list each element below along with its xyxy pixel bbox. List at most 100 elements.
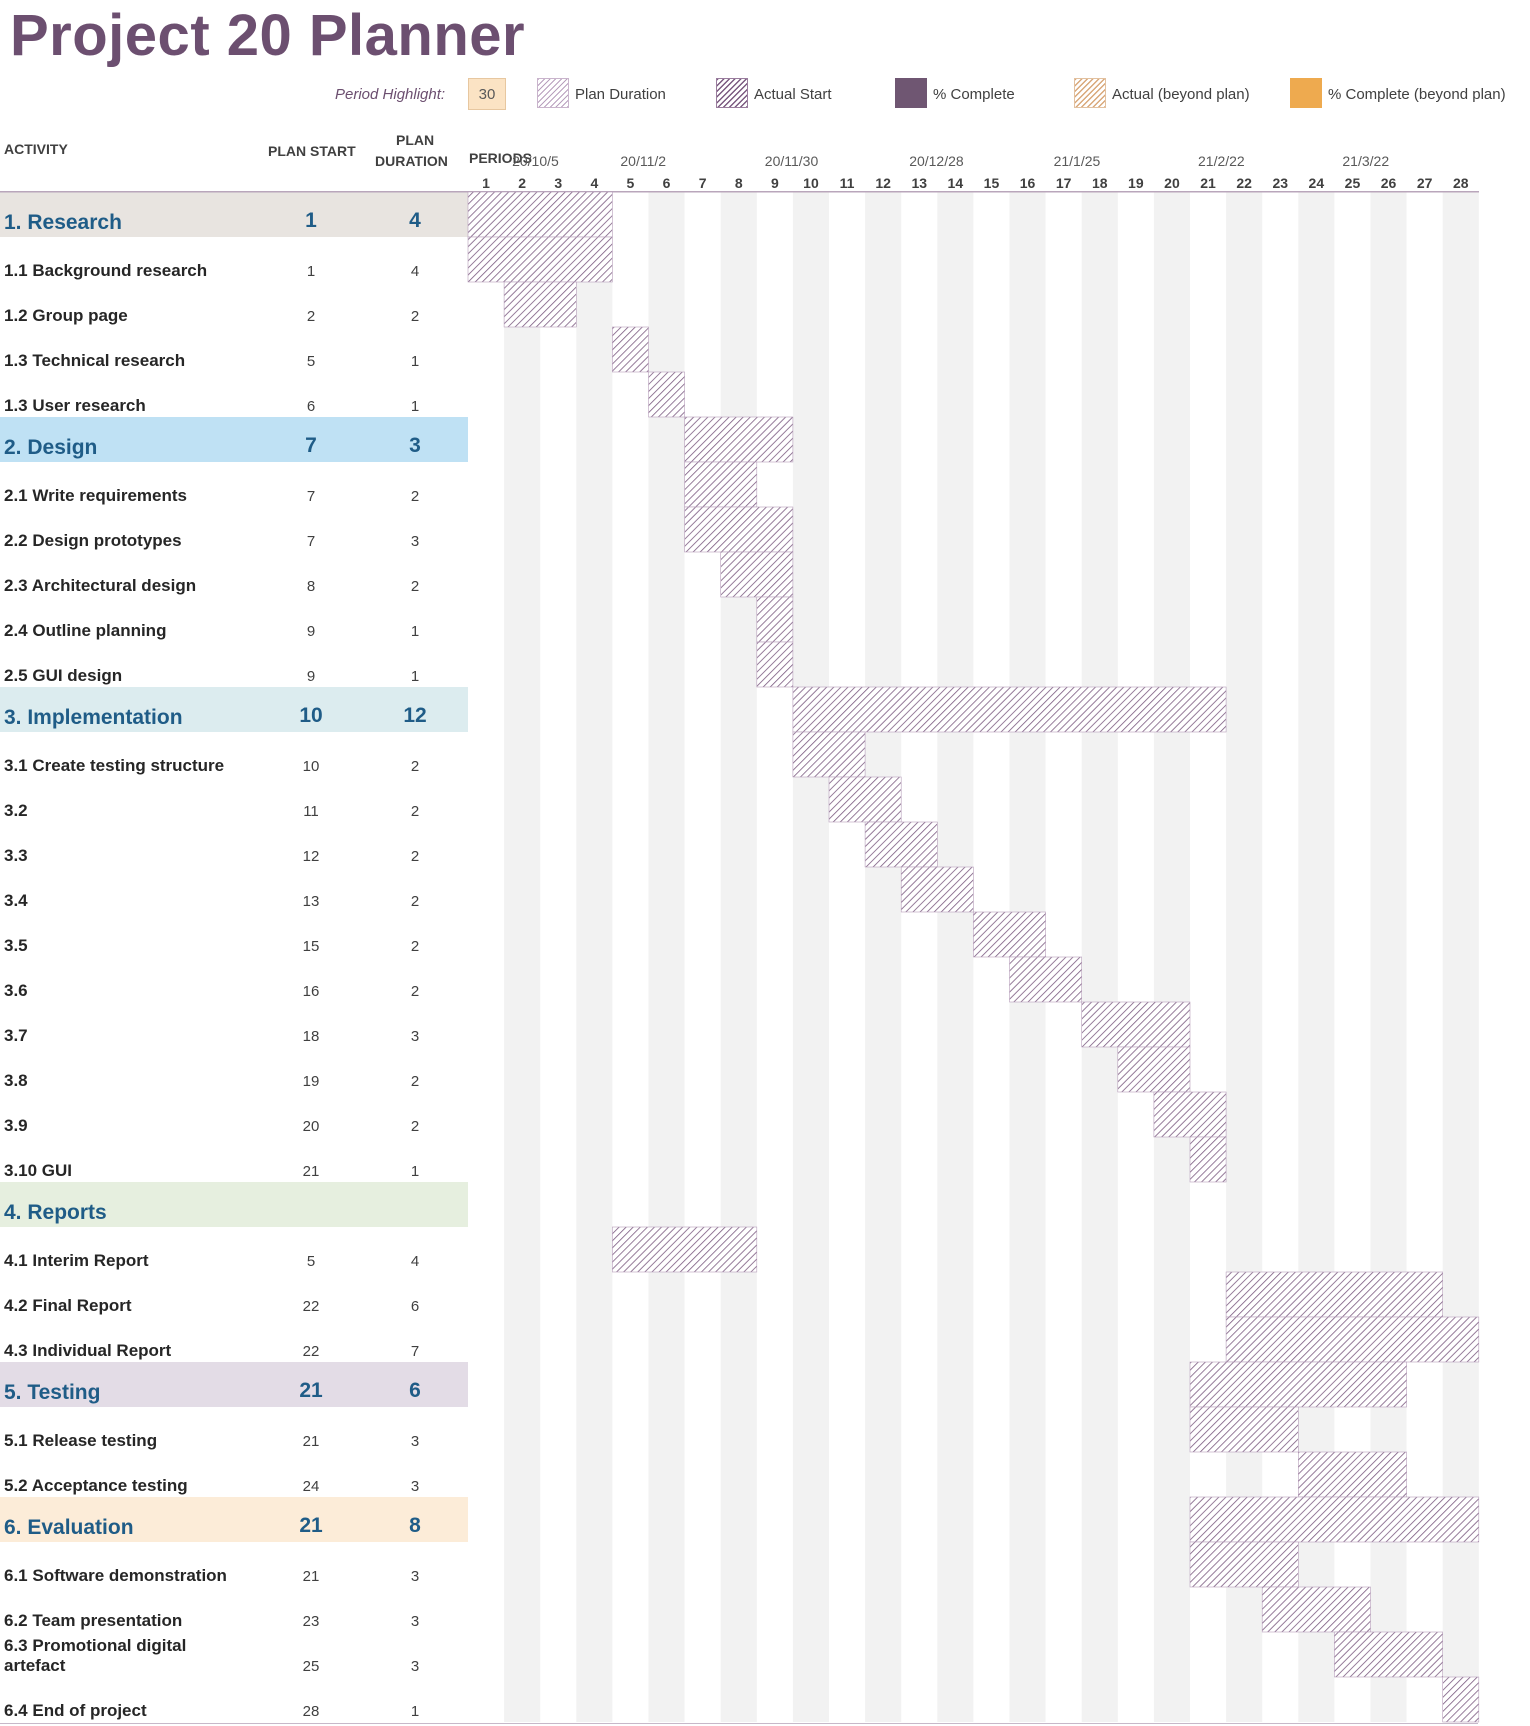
activity-row[interactable]: 3.8 19 2 xyxy=(0,1047,468,1092)
plan-duration-value: 3 xyxy=(410,1568,420,1585)
activity-row[interactable]: 5.1 Release testing 21 3 xyxy=(0,1407,468,1452)
activity-name: 4. Reports xyxy=(4,1201,107,1224)
period-date-label: 21/1/25 xyxy=(1054,153,1101,169)
phase-row[interactable]: 3. Implementation 10 12 xyxy=(0,687,468,732)
activity-row[interactable]: 2.1 Write requirements 7 2 xyxy=(0,462,468,507)
phase-band xyxy=(0,1497,468,1542)
activity-row[interactable]: 3.3 12 2 xyxy=(0,822,468,867)
activity-row[interactable]: 3.10 GUI 21 1 xyxy=(0,1137,468,1182)
plan-duration-header-line1: PLAN xyxy=(396,132,435,148)
plan-duration-value: 12 xyxy=(403,704,427,727)
period-number: 13 xyxy=(911,175,927,191)
activity-name: 1.2 Group page xyxy=(4,306,128,325)
plan-duration-bar xyxy=(1189,1541,1299,1588)
activity-name: 3.10 GUI xyxy=(4,1161,73,1180)
plan-duration-bar xyxy=(1261,1586,1371,1633)
activity-row[interactable]: 3.9 20 2 xyxy=(0,1092,468,1137)
plan-duration-header-line2: DURATION xyxy=(375,153,448,169)
plan-duration-bar xyxy=(1189,1136,1227,1183)
actual-beyond-plan-swatch xyxy=(1074,78,1106,108)
period-highlight-input[interactable]: 30 xyxy=(468,78,506,110)
phase-row[interactable]: 4. Reports xyxy=(0,1182,468,1227)
plan-duration-value: 4 xyxy=(409,209,421,232)
activity-row[interactable]: 1.1 Background research 1 4 xyxy=(0,237,468,282)
plan-duration-value: 1 xyxy=(410,1703,420,1720)
period-stripe xyxy=(865,192,902,1722)
plan-start-value: 10 xyxy=(299,704,323,727)
plan-duration-value: 3 xyxy=(410,1478,420,1495)
page-title: Project 20 Planner xyxy=(10,3,526,68)
plan-start-value: 28 xyxy=(302,1703,320,1720)
activity-name: 1.3 User research xyxy=(4,396,146,415)
plan-duration-value: 2 xyxy=(410,308,420,325)
activity-row[interactable]: 4.1 Interim Report 5 4 xyxy=(0,1227,468,1272)
activity-name: 6. Evaluation xyxy=(4,1516,134,1539)
plan-duration-bar xyxy=(792,731,866,778)
activity-row[interactable]: 1.2 Group page 2 2 xyxy=(0,282,468,327)
period-stripe xyxy=(1081,192,1118,1722)
plan-duration-bar xyxy=(1225,1271,1443,1318)
plan-duration-value: 1 xyxy=(410,1163,420,1180)
phase-row[interactable]: 6. Evaluation 21 8 xyxy=(0,1497,468,1542)
plan-duration-value: 3 xyxy=(410,1433,420,1450)
phase-row[interactable]: 2. Design 7 3 xyxy=(0,417,468,462)
activity-row[interactable]: 1.3 Technical research 5 1 xyxy=(0,327,468,372)
period-number: 18 xyxy=(1092,175,1108,191)
plan-duration-bar xyxy=(1189,1361,1407,1408)
period-number: 1 xyxy=(482,175,490,191)
plan-duration-bar xyxy=(828,776,902,823)
phase-band xyxy=(0,1182,468,1227)
plan-duration-value: 3 xyxy=(410,1613,420,1630)
activity-name: 4.3 Individual Report xyxy=(4,1341,172,1360)
plan-duration-bar xyxy=(1442,1676,1480,1723)
phase-band xyxy=(0,1362,468,1407)
plan-duration-value: 1 xyxy=(410,398,420,415)
plan-duration-bar xyxy=(1189,1406,1299,1453)
period-stripe xyxy=(648,192,685,1722)
period-date-label: 21/3/22 xyxy=(1342,153,1389,169)
activity-name: 3.1 Create testing structure xyxy=(4,756,225,775)
plan-start-value: 1 xyxy=(305,209,317,232)
activity-row[interactable]: 1.3 User research 6 1 xyxy=(0,372,468,417)
activity-row[interactable]: 3.7 18 3 xyxy=(0,1002,468,1047)
plan-duration-value: 4 xyxy=(410,263,420,280)
activity-row[interactable]: 3.1 Create testing structure 10 2 xyxy=(0,732,468,777)
plan-duration-bar xyxy=(1334,1631,1444,1678)
phase-row[interactable]: 1. Research 1 4 xyxy=(0,192,468,237)
plan-start-value: 13 xyxy=(302,893,320,910)
plan-duration-value: 3 xyxy=(409,434,421,457)
period-date-label: 20/11/2 xyxy=(620,153,666,169)
activity-row[interactable]: 5.2 Acceptance testing 24 3 xyxy=(0,1452,468,1497)
phase-row[interactable]: 5. Testing 21 6 xyxy=(0,1362,468,1407)
activity-row[interactable]: 6.2 Team presentation 23 3 xyxy=(0,1587,468,1632)
activity-row[interactable]: 3.5 15 2 xyxy=(0,912,468,957)
period-number: 14 xyxy=(948,175,964,191)
plan-duration-value: 1 xyxy=(410,668,420,685)
activity-row[interactable]: 3.6 16 2 xyxy=(0,957,468,1002)
activity-name: 5.1 Release testing xyxy=(4,1431,158,1450)
plan-duration-bar xyxy=(612,326,649,373)
activity-row[interactable]: 6.1 Software demonstration 21 3 xyxy=(0,1542,468,1587)
plan-duration-value: 2 xyxy=(410,893,420,910)
period-number: 2 xyxy=(518,175,526,191)
plan-start-value: 20 xyxy=(302,1118,320,1135)
period-number: 27 xyxy=(1417,175,1433,191)
activity-row[interactable]: 3.2 11 2 xyxy=(0,777,468,822)
activity-row[interactable]: 2.2 Design prototypes 7 3 xyxy=(0,507,468,552)
plan-start-value: 23 xyxy=(302,1613,320,1630)
activity-row[interactable]: 6.4 End of project 28 1 xyxy=(0,1677,468,1722)
activity-row[interactable]: 2.3 Architectural design 8 2 xyxy=(0,552,468,597)
activity-row[interactable]: 3.4 13 2 xyxy=(0,867,468,912)
activity-name: 6.4 End of project xyxy=(4,1701,147,1720)
phase-band xyxy=(0,687,468,732)
activity-row[interactable]: 2.5 GUI design 9 1 xyxy=(0,642,468,687)
activity-header: ACTIVITY xyxy=(4,141,68,157)
plan-duration-bar xyxy=(467,236,613,283)
activity-name: 6.1 Software demonstration xyxy=(4,1566,227,1585)
period-number: 3 xyxy=(554,175,562,191)
activity-row[interactable]: 2.4 Outline planning 9 1 xyxy=(0,597,468,642)
activity-row[interactable]: 4.3 Individual Report 22 7 xyxy=(0,1317,468,1362)
activity-row[interactable]: 6.3 Promotional digital artefact 25 3 xyxy=(0,1632,468,1677)
activity-row[interactable]: 4.2 Final Report 22 6 xyxy=(0,1272,468,1317)
